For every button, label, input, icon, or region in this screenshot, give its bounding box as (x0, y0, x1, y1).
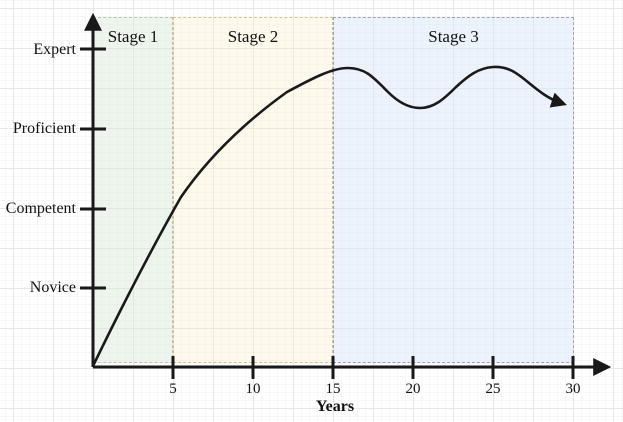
x-axis-title: Years (315, 398, 355, 415)
x-tick-label-15: 15 (325, 381, 341, 397)
y-label-expert: Expert (33, 41, 76, 58)
stage-2-label: Stage 2 (227, 27, 279, 46)
x-tick-label-5: 5 (169, 381, 177, 397)
stage-1-region (93, 17, 173, 363)
stage-3-region (333, 17, 574, 363)
skill-curve (91, 65, 567, 368)
x-tick-label-25: 25 (485, 381, 501, 397)
y-label-novice: Novice (29, 279, 76, 296)
stage-3-label: Stage 3 (428, 27, 479, 46)
y-label-competent: Competent (5, 200, 76, 217)
y-label-proficient: Proficient (12, 120, 76, 137)
x-tick-label-10: 10 (245, 381, 261, 397)
stage-1-label: Stage 1 (107, 27, 159, 46)
x-tick-label-20: 20 (405, 381, 421, 397)
stage-2-region (173, 17, 333, 363)
x-tick-label-30: 30 (565, 381, 581, 397)
